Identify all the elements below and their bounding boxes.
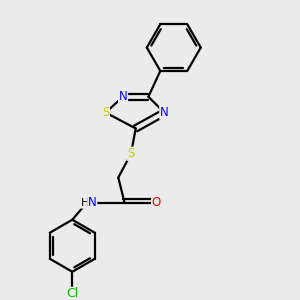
Text: S: S [102,106,109,119]
Text: N: N [160,106,169,119]
Text: N: N [88,196,97,209]
Text: H: H [81,198,89,208]
Text: N: N [119,90,128,103]
Text: S: S [127,147,135,160]
Text: Cl: Cl [66,287,78,300]
Text: O: O [152,196,161,209]
